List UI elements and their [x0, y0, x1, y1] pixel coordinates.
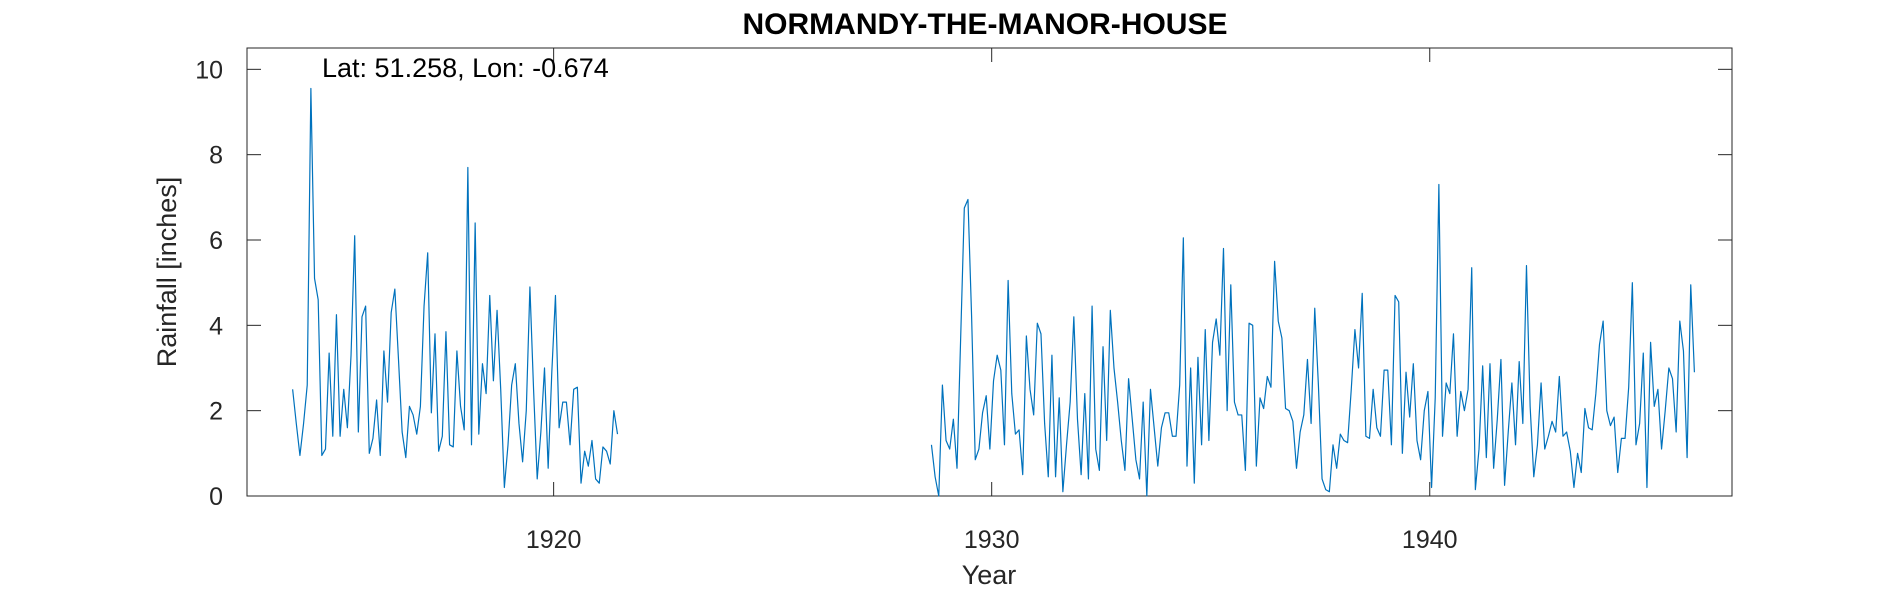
y-axis-label: Rainfall [inches] [152, 177, 182, 368]
y-tick-label: 4 [209, 312, 223, 340]
y-tick-label: 10 [195, 56, 223, 84]
rainfall-series-segment [930, 183, 1695, 497]
x-axis-label: Year [962, 560, 1017, 590]
y-tick-label: 2 [209, 398, 223, 426]
plot-area-frame [246, 47, 1733, 497]
x-tick-label: 1940 [1402, 526, 1458, 554]
y-tick-label: 6 [209, 227, 223, 255]
chart-title: NORMANDY-THE-MANOR-HOUSE [743, 8, 1228, 41]
axis-ticks: 0 2 4 6 8 10 1920 1930 1940 [195, 48, 1732, 554]
location-annotation: Lat: 51.258, Lon: -0.674 [322, 53, 609, 83]
rainfall-series-segment [292, 87, 619, 489]
x-tick-label: 1920 [526, 526, 582, 554]
y-tick-label: 0 [209, 483, 223, 511]
y-tick-label: 8 [209, 142, 223, 170]
series-line-layer [292, 87, 1695, 497]
x-tick-label: 1930 [964, 526, 1020, 554]
